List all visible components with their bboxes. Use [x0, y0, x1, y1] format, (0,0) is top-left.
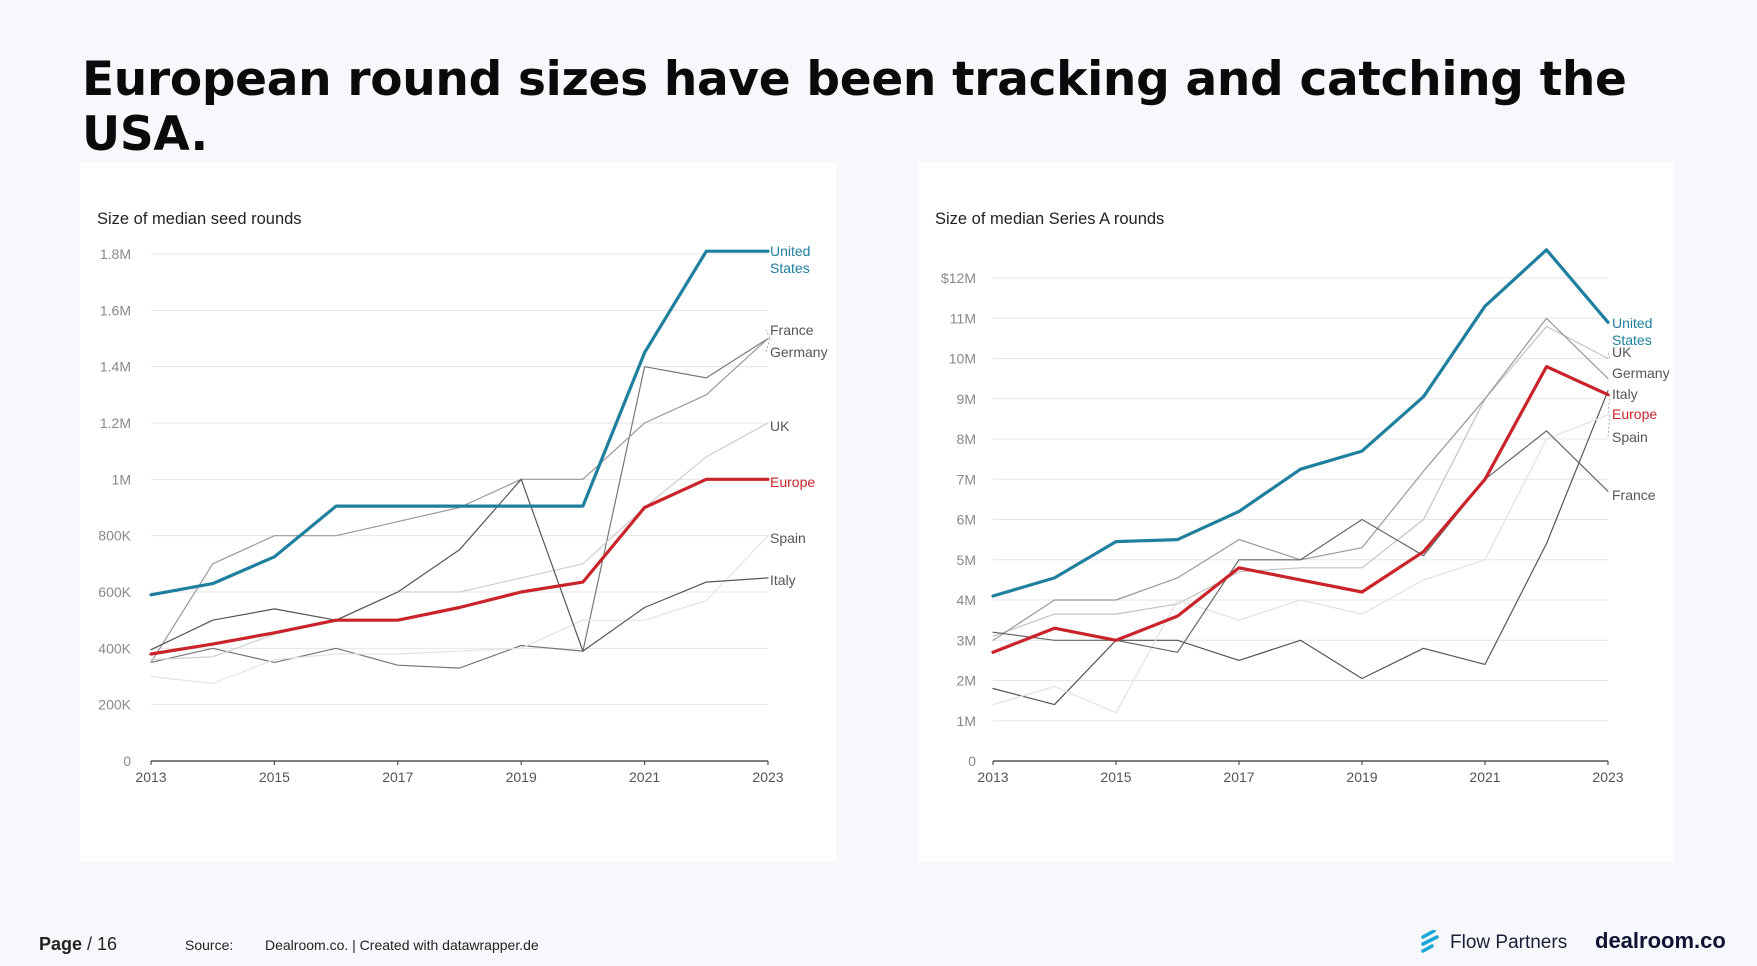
y-tick-label: 4M — [957, 592, 976, 608]
y-tick-label: 1.6M — [100, 302, 131, 318]
series-label-europe: Europe — [1612, 406, 1657, 422]
source-text: Dealroom.co. | Created with datawrapper.… — [265, 937, 539, 953]
series-line-uk — [150, 422, 769, 661]
series-label-spain: Spain — [770, 530, 806, 546]
series-label-united-states: United States — [1612, 315, 1652, 348]
y-tick-label: 2M — [957, 673, 976, 689]
x-tick-label: 2021 — [1469, 769, 1500, 785]
x-tick-label: 2013 — [977, 769, 1008, 785]
y-tick-label: 1M — [957, 713, 976, 729]
x-tick-label: 2019 — [1346, 769, 1377, 785]
x-tick-label: 2023 — [1592, 769, 1623, 785]
series-line-italy — [992, 390, 1609, 706]
series-line-spain — [992, 414, 1609, 714]
dealroom-logo: dealroom.co — [1595, 928, 1726, 953]
x-tick-label: 2015 — [1100, 769, 1131, 785]
series-label-united-states: United States — [770, 243, 810, 276]
x-tick-label: 2015 — [259, 769, 290, 785]
series-label-france: France — [1612, 487, 1656, 503]
series-line-europe — [991, 365, 1610, 654]
y-tick-label: 8M — [957, 431, 976, 447]
series-label-germany: Germany — [770, 344, 828, 360]
series-label-uk: UK — [1612, 344, 1632, 360]
y-tick-label: 400K — [98, 640, 131, 656]
x-tick-label: 2023 — [752, 769, 783, 785]
series-line-germany — [150, 337, 769, 663]
series-label-italy: Italy — [1612, 386, 1638, 402]
y-tick-label: 1M — [112, 471, 131, 487]
y-tick-label: 7M — [957, 471, 976, 487]
y-tick-label: 3M — [957, 632, 976, 648]
series-line-spain — [150, 535, 769, 685]
series-a-chart: Size of median Series A rounds 0 1M 2M 3M 4M 5… — [935, 210, 1670, 785]
x-tick-label: 2019 — [506, 769, 537, 785]
series-line-uk — [992, 325, 1609, 637]
series-label-germany: Germany — [1612, 365, 1670, 381]
flow-partners-text: Flow Partners — [1450, 932, 1568, 953]
label-leader-uk — [1607, 351, 1611, 359]
label-leader-france — [765, 329, 771, 339]
y-tick-label: 600K — [98, 584, 131, 600]
y-tick-label: $12M — [941, 270, 976, 286]
series-a-chart-panel: Size of median Series A rounds 0 1M 2M 3M 4M 5… — [918, 162, 1674, 862]
y-tick-label: 1.4M — [100, 359, 131, 375]
x-tick-label: 2013 — [135, 769, 166, 785]
page-count: / 16 — [87, 934, 118, 954]
series-label-europe: Europe — [770, 474, 815, 490]
y-tick-label: 200K — [98, 697, 131, 713]
flow-partners-logo: Flow Partners — [1420, 930, 1567, 956]
series-line-europe — [149, 477, 770, 656]
y-tick-label: 1.8M — [100, 246, 131, 262]
series-line-united-states — [149, 249, 770, 597]
series-line-united-states — [991, 248, 1610, 598]
y-tick-label: 1.2M — [100, 415, 131, 431]
series-label-italy: Italy — [770, 572, 796, 588]
y-tick-label: 6M — [957, 512, 976, 528]
label-leader-spain — [1607, 414, 1611, 438]
series-label-uk: UK — [770, 418, 790, 434]
y-tick-label: 10M — [949, 351, 976, 367]
y-tick-label: 0 — [123, 753, 131, 769]
y-tick-label: 9M — [957, 391, 976, 407]
x-tick-label: 2017 — [1223, 769, 1254, 785]
flow-partners-mark-icon — [1421, 930, 1439, 953]
chart-title: Size of median seed rounds — [97, 210, 302, 228]
series-label-spain: Spain — [1612, 429, 1648, 445]
x-tick-label: 2017 — [382, 769, 413, 785]
seed-rounds-chart-panel: Size of median seed rounds 0 200K 400K 600K 8… — [80, 162, 836, 862]
label-leader-europe — [1607, 394, 1611, 415]
series-label-france: France — [770, 322, 814, 338]
y-tick-label: 5M — [957, 552, 976, 568]
page-number: Page / 16 — [39, 934, 117, 955]
chart-title: Size of median Series A rounds — [935, 210, 1164, 228]
x-tick-label: 2021 — [629, 769, 660, 785]
series-line-france — [150, 337, 769, 669]
y-tick-label: 800K — [98, 528, 131, 544]
series-line-france — [992, 430, 1609, 653]
y-tick-label: 0 — [968, 753, 976, 769]
seed-rounds-chart: Size of median seed rounds 0 200K 400K 600K 8… — [97, 210, 828, 785]
page-word: Page — [39, 934, 83, 954]
y-tick-label: 11M — [950, 310, 976, 326]
series-line-italy — [150, 478, 769, 652]
page-title: European round sizes have been tracking … — [82, 52, 1627, 162]
source-label: Source: — [185, 937, 234, 953]
